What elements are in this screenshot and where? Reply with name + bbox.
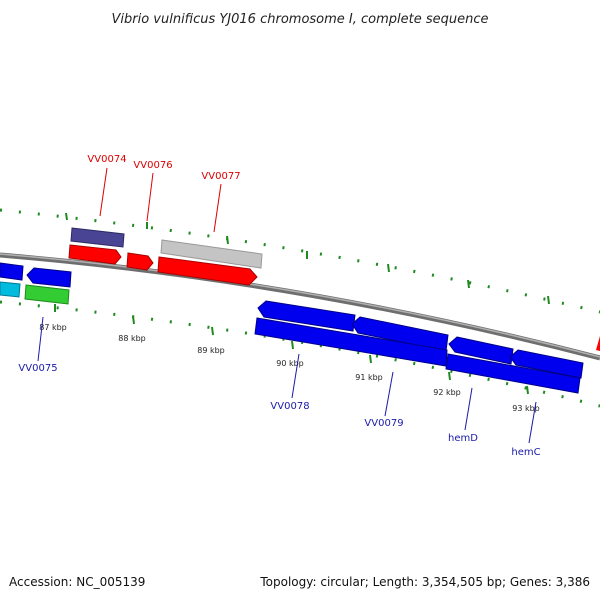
gene-label-hemd[interactable]: hemD bbox=[448, 433, 478, 444]
scale-label: 88 kbp bbox=[118, 334, 146, 343]
gene-vv0076[interactable] bbox=[126, 252, 154, 271]
outer-major-tick bbox=[467, 279, 470, 289]
scale-labels: 87 kbp 88 kbp 89 kbp 90 kbp 91 kbp 92 kb… bbox=[39, 323, 540, 413]
map-title: Vibrio vulnificus YJ016 chromosome I, co… bbox=[111, 12, 488, 27]
topology-text: Topology: circular; Length: 3,354,505 bp… bbox=[259, 575, 590, 589]
gene-vv0077[interactable] bbox=[157, 256, 258, 286]
inner-major-tick bbox=[291, 340, 294, 350]
gene-green[interactable] bbox=[24, 284, 70, 305]
reverse-genes bbox=[0, 262, 584, 394]
inner-major-tick bbox=[132, 315, 135, 325]
scale-label: 90 kbp bbox=[276, 359, 304, 368]
scale-label: 92 kbp bbox=[433, 388, 461, 397]
outer-major-tick bbox=[65, 212, 68, 221]
inner-major-tick bbox=[526, 385, 529, 395]
scale-label: 91 kbp bbox=[355, 373, 383, 382]
gene-vv0077-gray[interactable] bbox=[160, 239, 263, 269]
scale-label: 89 kbp bbox=[197, 346, 225, 355]
bottom-gene-labels: VV0075 VV0078 VV0079 hemD hemC bbox=[18, 316, 541, 458]
gene-vv0075[interactable] bbox=[26, 267, 72, 288]
inner-major-tick bbox=[448, 371, 451, 381]
gene-label-vv0078[interactable]: VV0078 bbox=[270, 401, 309, 412]
top-gene-labels: VV0074 VV0076 VV0077 bbox=[87, 154, 241, 233]
gene-left-blue[interactable] bbox=[0, 262, 24, 281]
gene-hemd[interactable] bbox=[445, 353, 581, 394]
leader-line bbox=[464, 387, 473, 431]
leader-line bbox=[213, 183, 222, 233]
leader-line bbox=[528, 401, 537, 444]
accession-text: Accession: NC_005139 bbox=[9, 575, 145, 589]
outer-major-tick bbox=[547, 295, 550, 305]
gene-vv0074-purple[interactable] bbox=[70, 227, 125, 248]
gene-label-vv0074[interactable]: VV0074 bbox=[87, 154, 126, 165]
inner-major-tick bbox=[211, 326, 214, 336]
gene-vv0074[interactable] bbox=[68, 244, 122, 265]
gene-label-vv0076[interactable]: VV0076 bbox=[133, 160, 172, 171]
chromosome-backbone-highlight bbox=[0, 253, 600, 358]
gene-right-edge[interactable] bbox=[596, 336, 600, 351]
leader-line bbox=[291, 353, 300, 399]
scale-label: 87 kbp bbox=[39, 323, 67, 332]
outer-scale-track bbox=[0, 208, 600, 314]
leader-line bbox=[37, 316, 44, 362]
gene-left-cyan[interactable] bbox=[0, 281, 21, 298]
gene-label-hemc[interactable]: hemC bbox=[511, 447, 540, 458]
gene-hemd-upper[interactable] bbox=[448, 336, 514, 365]
gene-label-vv0077[interactable]: VV0077 bbox=[201, 171, 240, 182]
chromosome-backbone bbox=[0, 252, 600, 361]
gene-vv0078[interactable] bbox=[257, 300, 356, 332]
inner-major-tick bbox=[369, 354, 372, 364]
leader-line bbox=[384, 371, 394, 417]
scale-label: 93 kbp bbox=[512, 404, 540, 413]
leader-line bbox=[99, 167, 108, 217]
gene-label-vv0079[interactable]: VV0079 bbox=[364, 418, 403, 429]
gene-hemc-upper[interactable] bbox=[509, 349, 584, 379]
forward-genes bbox=[68, 227, 600, 351]
outer-major-tick bbox=[387, 263, 390, 273]
leader-line bbox=[146, 172, 154, 222]
gene-label-vv0075[interactable]: VV0075 bbox=[18, 363, 57, 374]
outer-major-tick bbox=[226, 235, 229, 245]
inner-scale-track bbox=[0, 300, 600, 408]
